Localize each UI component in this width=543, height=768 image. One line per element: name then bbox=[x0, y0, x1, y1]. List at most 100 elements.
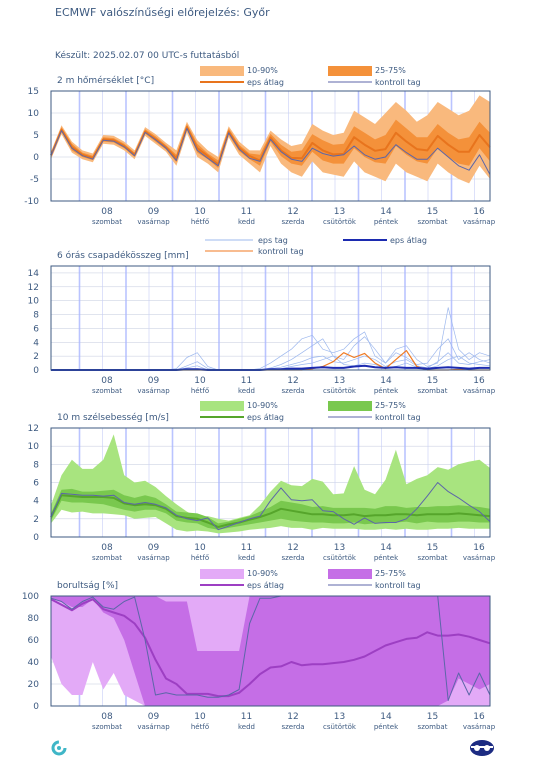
mean-line bbox=[50, 126, 491, 166]
y-tick-label: 10 bbox=[28, 109, 40, 119]
x-day-label: hétfő bbox=[191, 553, 209, 562]
legend-control: kontroll tag bbox=[258, 247, 304, 256]
y-tick-label: 12 bbox=[28, 424, 39, 434]
legend-mean: eps átlag bbox=[247, 581, 284, 590]
x-date-label: 16 bbox=[473, 543, 485, 553]
x-day-label: hétfő bbox=[191, 217, 209, 226]
x-day-label: kedd bbox=[238, 723, 255, 731]
y-tick-label: 4 bbox=[33, 338, 39, 348]
x-day-label: vasárnap bbox=[137, 554, 170, 562]
x-day-label: szerda bbox=[281, 554, 304, 562]
x-date-label: 13 bbox=[334, 207, 345, 217]
legend-outer: 10-90% bbox=[247, 66, 278, 75]
x-date-label: 09 bbox=[148, 712, 160, 722]
band-25-75 bbox=[51, 488, 490, 530]
legend-outer: 10-90% bbox=[247, 569, 278, 578]
mean-line bbox=[50, 598, 491, 698]
legend-control: kontroll tag bbox=[375, 581, 421, 590]
plot-frame bbox=[50, 90, 491, 202]
x-day-label: péntek bbox=[374, 387, 399, 395]
x-date-label: 16 bbox=[473, 712, 485, 722]
y-tick-label: 80 bbox=[28, 614, 40, 624]
x-day-label: szerda bbox=[281, 387, 304, 395]
x-day-label: hétfő bbox=[191, 386, 209, 395]
panel-title: 10 m szélsebesség [m/s] bbox=[57, 412, 169, 423]
legend-members: eps tag bbox=[258, 236, 288, 245]
x-date-label: 10 bbox=[194, 712, 206, 722]
y-tick-label: 4 bbox=[33, 497, 39, 507]
x-day-label: szombat bbox=[92, 723, 122, 731]
y-tick-label: 10 bbox=[28, 442, 40, 452]
control-line bbox=[50, 482, 491, 531]
x-day-label: szombat bbox=[418, 387, 448, 395]
omsz-logo-icon bbox=[51, 740, 67, 756]
x-date-label: 11 bbox=[241, 712, 252, 722]
y-tick-label: 15 bbox=[28, 87, 39, 97]
page-subtitle: Készült: 2025.02.07 00 UTC-s futtatásból bbox=[55, 50, 239, 61]
mean-line bbox=[50, 494, 491, 528]
x-day-label: szombat bbox=[92, 554, 122, 562]
x-day-label: kedd bbox=[238, 218, 255, 226]
x-date-label: 16 bbox=[473, 207, 485, 217]
y-tick-label: 12 bbox=[28, 283, 39, 293]
plot-frame bbox=[50, 595, 491, 707]
page-title: ECMWF valószínűségi előrejelzés: Győr bbox=[55, 6, 270, 19]
x-date-label: 11 bbox=[241, 376, 252, 386]
x-day-label: péntek bbox=[374, 218, 399, 226]
x-day-label: hétfő bbox=[191, 722, 209, 731]
x-date-label: 15 bbox=[427, 207, 438, 217]
x-date-label: 15 bbox=[427, 376, 438, 386]
x-day-label: csütörtök bbox=[323, 554, 357, 562]
legend: 10-90% 25-75% eps átlag kontroll tag bbox=[200, 569, 421, 590]
x-date-label: 13 bbox=[334, 376, 345, 386]
y-tick-label: -5 bbox=[30, 175, 39, 185]
x-day-label: vasárnap bbox=[463, 218, 496, 226]
x-day-label: csütörtök bbox=[323, 723, 357, 731]
x-date-label: 08 bbox=[101, 712, 113, 722]
x-day-label: csütörtök bbox=[323, 387, 357, 395]
x-date-label: 14 bbox=[380, 543, 392, 553]
legend-mean: eps átlag bbox=[247, 78, 284, 87]
panel-temperature: 2 m hőmérséklet [°C]-10-505101508szombat… bbox=[24, 66, 496, 226]
x-date-label: 12 bbox=[287, 207, 298, 217]
y-tick-label: 0 bbox=[33, 153, 39, 163]
legend: 10-90% 25-75% eps átlag kontroll tag bbox=[200, 401, 421, 422]
panel-cloud: borultság [%]02040608010008szombat09vasá… bbox=[22, 569, 496, 731]
x-day-label: péntek bbox=[374, 723, 399, 731]
x-date-label: 08 bbox=[101, 376, 113, 386]
x-day-label: szombat bbox=[418, 723, 448, 731]
x-day-label: vasárnap bbox=[463, 554, 496, 562]
y-tick-label: 0 bbox=[33, 366, 39, 376]
panel-title: borultság [%] bbox=[57, 581, 118, 591]
x-date-label: 11 bbox=[241, 207, 252, 217]
panel-wind: 10 m szélsebesség [m/s]02468101208szomba… bbox=[28, 401, 496, 562]
legend-mean: eps átlag bbox=[247, 413, 284, 422]
x-date-label: 16 bbox=[473, 376, 485, 386]
ecmwf-logo-icon bbox=[470, 740, 494, 756]
x-date-label: 14 bbox=[380, 207, 392, 217]
y-tick-label: 0 bbox=[33, 702, 39, 712]
y-tick-label: 60 bbox=[28, 636, 40, 646]
y-tick-label: 10 bbox=[28, 297, 40, 307]
y-tick-label: 0 bbox=[33, 533, 39, 543]
grid bbox=[51, 266, 490, 371]
panel-title: 6 órás csapadékösszeg [mm] bbox=[57, 250, 189, 261]
x-date-label: 11 bbox=[241, 543, 252, 553]
x-day-label: kedd bbox=[238, 387, 255, 395]
x-day-label: szerda bbox=[281, 723, 304, 731]
x-date-label: 09 bbox=[148, 376, 160, 386]
legend-control: kontroll tag bbox=[375, 78, 421, 87]
band-25-75 bbox=[51, 119, 490, 168]
x-date-label: 09 bbox=[148, 543, 160, 553]
y-tick-label: -10 bbox=[24, 197, 39, 207]
y-tick-label: 6 bbox=[33, 324, 39, 334]
x-date-label: 09 bbox=[148, 207, 160, 217]
x-day-label: vasárnap bbox=[137, 723, 170, 731]
x-date-label: 14 bbox=[380, 376, 392, 386]
x-date-label: 12 bbox=[287, 543, 298, 553]
legend: 10-90% 25-75% eps átlag kontroll tag bbox=[200, 66, 421, 87]
x-date-label: 12 bbox=[287, 712, 298, 722]
x-date-label: 13 bbox=[334, 543, 345, 553]
x-day-label: csütörtök bbox=[323, 218, 357, 226]
y-tick-label: 100 bbox=[22, 592, 39, 602]
